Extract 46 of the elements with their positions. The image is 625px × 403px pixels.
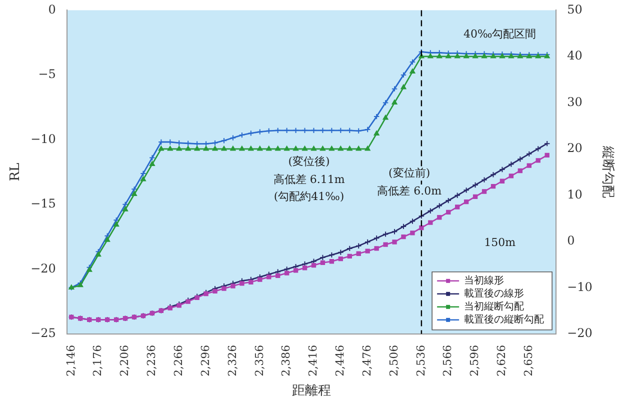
x-tick-label: 2,176 [91,344,104,376]
y2-tick-label: 10 [567,187,582,202]
annotation: 150m [484,236,516,250]
y-tick-label: −25 [30,326,56,340]
y-tick-label: −20 [30,261,56,276]
annotation: 高低差 6.0m [377,184,442,198]
y2-tick-label: 30 [567,94,582,109]
y-tick-label: −10 [30,132,56,146]
x-tick-label: 2,506 [387,344,400,376]
y2-tick-label: −10 [567,280,592,294]
y-axis-title: RL [8,162,24,182]
x-tick-label: 2,326 [226,344,239,376]
annotation: (変位前) [388,166,430,180]
x-tick-label: 2,446 [334,344,347,376]
annotation: 40‰勾配区間 [463,27,536,40]
legend-label: 当初縦断勾配 [464,300,524,313]
legend-label: 載置後の縦断勾配 [464,314,544,326]
x-tick-label: 2,266 [172,344,185,376]
y-tick-label: −15 [30,196,56,211]
x-axis-title: 距離程 [292,384,331,399]
x-tick-label: 2,206 [118,344,132,376]
x-tick-label: 2,296 [198,344,212,376]
x-tick-label: 2,476 [360,344,374,376]
annotation: 高低差 6.11m [273,173,346,186]
legend-label: 当初線形 [464,274,504,287]
y2-tick-label: 20 [567,141,582,156]
y2-tick-label: 50 [567,2,582,16]
y-tick-label: −5 [38,67,56,82]
y2-tick-label: −20 [567,326,592,340]
x-tick-label: 2,626 [495,344,508,376]
annotation: (変位後) [288,155,330,168]
x-tick-label: 2,356 [252,344,266,376]
x-tick-label: 2,656 [522,344,536,376]
x-tick-label: 2,416 [306,344,320,376]
y-tick-label: 0 [48,2,56,16]
x-tick-label: 2,566 [441,344,454,376]
y2-axis-title: 縦断勾配 [600,145,615,198]
legend-label: 載置後の線形 [464,288,524,300]
x-tick-label: 2,236 [145,344,158,376]
x-tick-label: 2,146 [64,344,78,376]
y2-tick-label: 40 [567,48,582,63]
x-tick-label: 2,596 [468,344,482,376]
x-tick-label: 2,536 [414,344,428,376]
y2-tick-label: 0 [567,234,575,248]
x-tick-label: 2,386 [280,344,293,376]
annotation: (勾配約41‰) [274,190,344,204]
